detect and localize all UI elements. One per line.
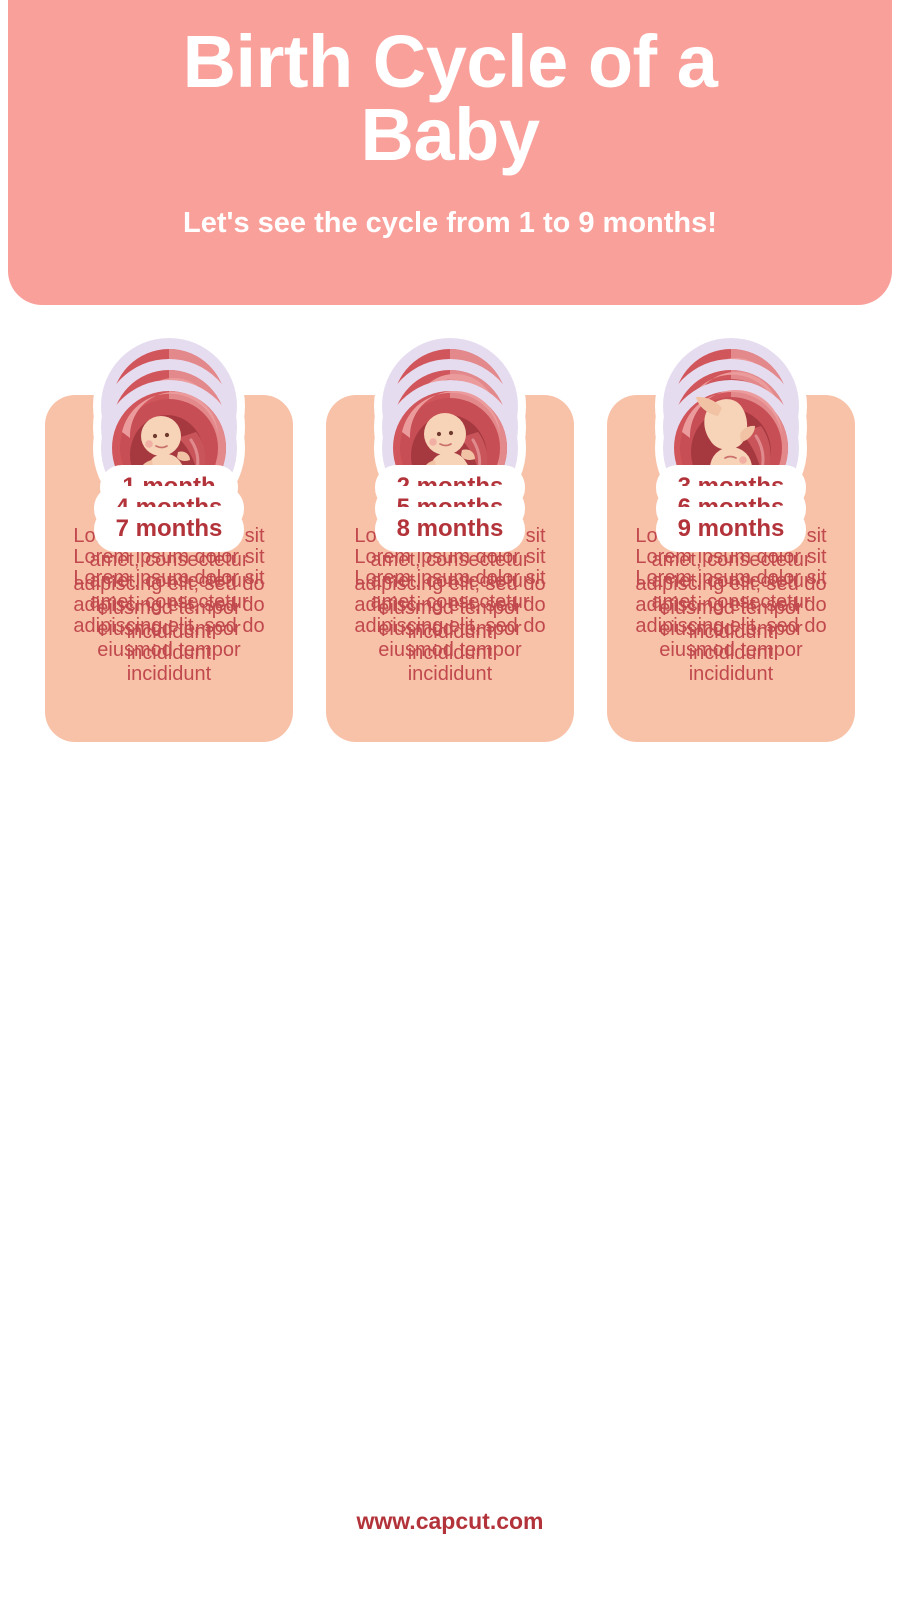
footer-url[interactable]: www.capcut.com — [356, 1508, 544, 1534]
month-description: Lorem ipsum dolor sit amet, consectetur … — [73, 567, 265, 686]
months-grid: 1 month Lorem ipsum dolor sit amet, cons… — [0, 330, 900, 742]
month-label-pill: 8 months — [374, 507, 526, 553]
card-body: 9 months Lorem ipsum dolor sit amet, con… — [607, 437, 855, 742]
month-description: Lorem ipsum dolor sit amet, consectetur … — [635, 546, 827, 665]
month-label-pill: 9 months — [655, 507, 807, 553]
page-title: Birth Cycle of a Baby — [182, 20, 718, 176]
month-description: Lorem ipsum dolor sit amet, consectetur … — [635, 567, 827, 686]
header-banner: Birth Cycle of a Baby Let's see the cycl… — [8, 0, 892, 305]
month-label-pill: 7 months — [93, 507, 245, 553]
footer: www.capcut.com — [0, 1508, 900, 1535]
month-description: Lorem ipsum dolor sit amet, consectetur … — [354, 567, 546, 686]
page-subtitle: Let's see the cycle from 1 to 9 months! — [183, 207, 717, 240]
